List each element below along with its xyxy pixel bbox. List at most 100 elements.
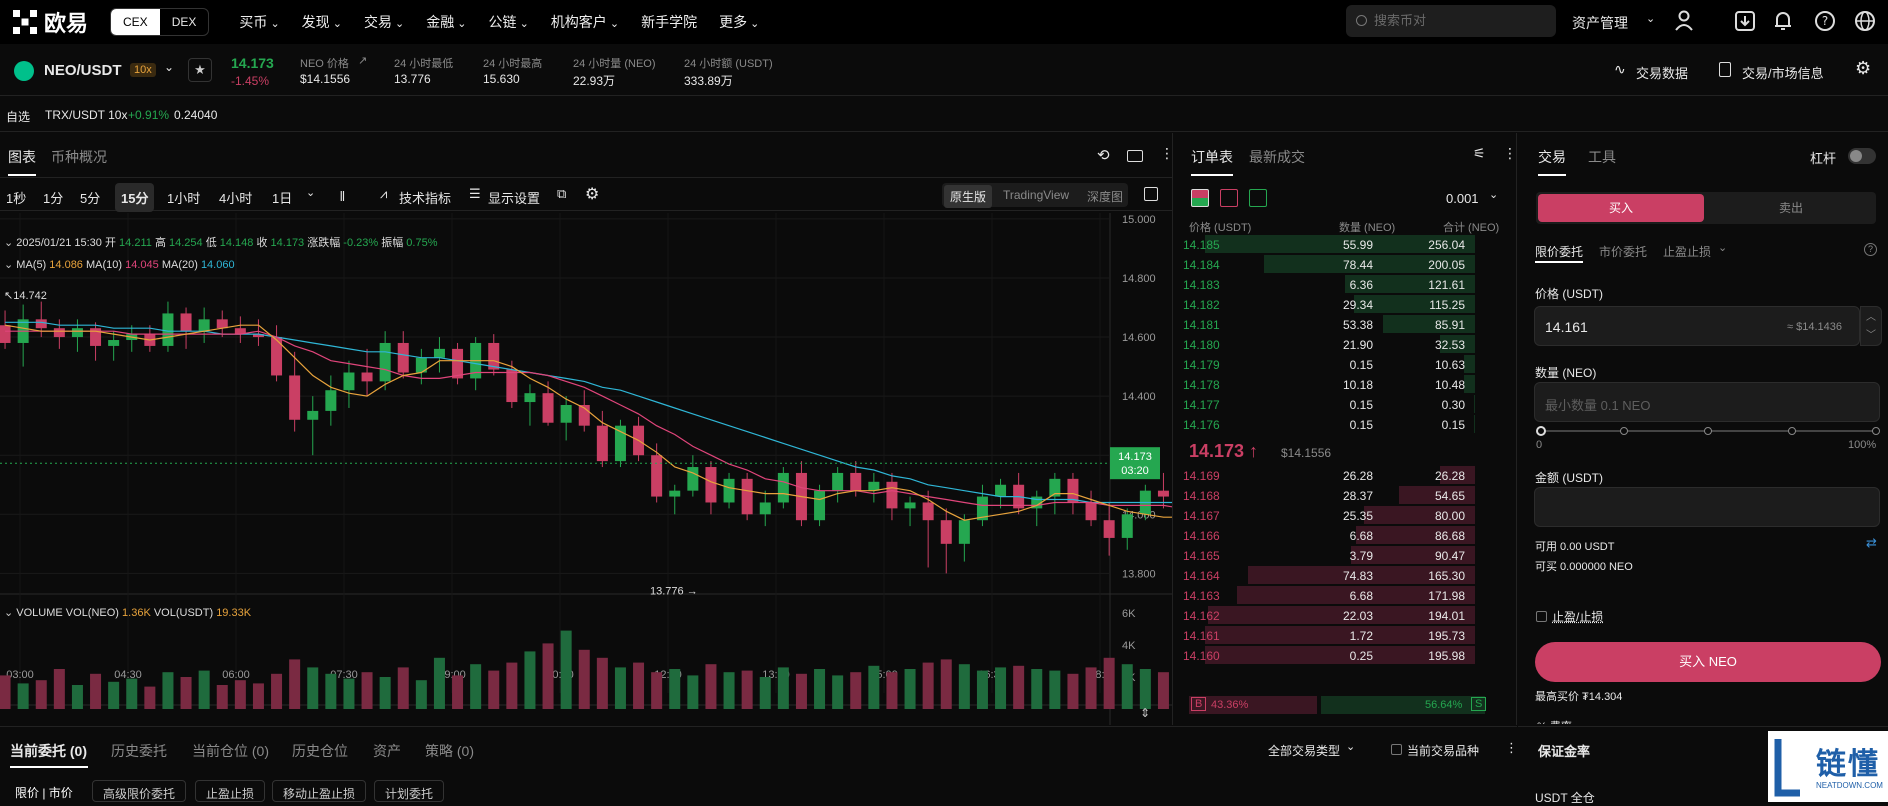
- tab-tools[interactable]: 工具: [1588, 147, 1616, 167]
- download-icon[interactable]: [1734, 10, 1756, 35]
- price-step-select[interactable]: 0.001: [1446, 191, 1479, 206]
- bid-row[interactable]: 14.167 25.35 80.00: [1173, 505, 1503, 525]
- fee-rate-link[interactable]: % 费率: [1537, 718, 1572, 724]
- favorites-label[interactable]: 自选: [6, 108, 30, 125]
- alert-icon[interactable]: ⟲: [1097, 146, 1110, 164]
- ask-row[interactable]: 14.184 78.44 200.05: [1173, 254, 1503, 274]
- menu-institutional[interactable]: 机构客户: [551, 12, 619, 32]
- market-info-link[interactable]: 交易/市场信息: [1742, 63, 1824, 82]
- tab-order-book[interactable]: 订单表: [1191, 147, 1233, 167]
- tab-trade[interactable]: 交易: [1538, 147, 1566, 167]
- menu-chain[interactable]: 公链: [489, 12, 529, 32]
- orders-tab-strategy[interactable]: 策略 (0): [425, 741, 474, 761]
- price-down-icon[interactable]: ﹀: [1866, 326, 1876, 341]
- display-settings-button[interactable]: 显示设置: [488, 188, 540, 207]
- ask-row[interactable]: 14.177 0.15 0.30: [1173, 394, 1503, 414]
- leverage-toggle[interactable]: [1848, 148, 1876, 164]
- layout-icon[interactable]: [1127, 150, 1143, 162]
- menu-trade[interactable]: 交易: [364, 12, 404, 32]
- fav-pair[interactable]: TRX/USDT 10x: [45, 108, 127, 122]
- asset-menu[interactable]: 资产管理: [1572, 13, 1628, 33]
- sell-tab[interactable]: 卖出: [1708, 194, 1874, 222]
- interval-1h[interactable]: 1小时: [167, 188, 200, 207]
- favorite-star-icon[interactable]: ★: [188, 58, 212, 82]
- bid-row[interactable]: 14.168 28.37 54.65: [1173, 485, 1503, 505]
- price-up-icon[interactable]: ︿: [1866, 308, 1876, 323]
- book-view-asks-icon[interactable]: [1220, 189, 1238, 207]
- ask-row[interactable]: 14.183 6.36 121.61: [1173, 274, 1503, 294]
- bid-row[interactable]: 14.161 1.72 195.73: [1173, 625, 1503, 645]
- slider-stop-75[interactable]: [1788, 427, 1796, 435]
- ask-row[interactable]: 14.182 29.34 115.25: [1173, 294, 1503, 314]
- cex-tab[interactable]: CEX: [111, 9, 160, 35]
- book-view-bids-icon[interactable]: [1249, 189, 1267, 207]
- interval-5m[interactable]: 5分: [80, 188, 100, 207]
- subtab-limit-market[interactable]: 限价 | 市价: [5, 780, 83, 802]
- interval-4h[interactable]: 4小时: [219, 188, 252, 207]
- orders-tab-positions[interactable]: 当前仓位 (0): [192, 741, 269, 761]
- orders-more-icon[interactable]: ⋮: [1505, 740, 1518, 756]
- pair-chevron-icon[interactable]: ⌄: [164, 60, 174, 74]
- tab-coin-overview[interactable]: 币种概况: [51, 147, 107, 167]
- submit-buy-button[interactable]: 买入 NEO: [1535, 642, 1881, 682]
- bid-row[interactable]: 14.165 3.79 90.47: [1173, 545, 1503, 565]
- order-type-filter[interactable]: 全部交易类型: [1268, 742, 1340, 759]
- transfer-icon[interactable]: ⇄: [1866, 535, 1877, 551]
- subtab-trigger[interactable]: 计划委托: [374, 780, 444, 802]
- candlestick-chart[interactable]: 15.00014.80014.60014.40014.20014.00013.8…: [0, 213, 1172, 725]
- subtab-advanced-limit[interactable]: 高级限价委托: [92, 780, 186, 802]
- settings-gear-icon[interactable]: ⚙: [1855, 58, 1871, 79]
- menu-finance[interactable]: 金融: [426, 12, 466, 32]
- bid-row[interactable]: 14.169 26.28 26.28: [1173, 465, 1503, 485]
- language-globe-icon[interactable]: [1854, 10, 1876, 35]
- qty-input[interactable]: 最小数量 0.1 NEO: [1534, 382, 1880, 422]
- slider-stop-50[interactable]: [1704, 427, 1712, 435]
- menu-discover[interactable]: 发现: [302, 12, 342, 32]
- bid-row[interactable]: 14.160 0.25 195.98: [1173, 645, 1503, 665]
- tpsl-label[interactable]: 止盈/止损: [1552, 608, 1603, 625]
- bid-row[interactable]: 14.166 6.68 86.68: [1173, 525, 1503, 545]
- order-type-tpsl[interactable]: 止盈止损: [1663, 243, 1711, 260]
- tab-chart[interactable]: 图表: [8, 147, 36, 167]
- candle-type-icon[interactable]: 𝍪: [340, 186, 345, 210]
- ask-row[interactable]: 14.178 10.18 10.48: [1173, 374, 1503, 394]
- orders-tab-position-history[interactable]: 历史仓位: [292, 741, 348, 761]
- view-tradingview[interactable]: TradingView: [1003, 188, 1069, 202]
- ask-row[interactable]: 14.180 21.90 32.53: [1173, 334, 1503, 354]
- orders-tab-history[interactable]: 历史委托: [111, 741, 167, 761]
- only-current-label[interactable]: 当前交易品种: [1407, 742, 1479, 759]
- fullscreen-icon[interactable]: [1144, 187, 1158, 201]
- buy-tab[interactable]: 买入: [1538, 194, 1704, 222]
- view-depth[interactable]: 深度图: [1087, 188, 1123, 205]
- slider-stop-100[interactable]: [1872, 427, 1880, 435]
- interval-1s[interactable]: 1秒: [6, 188, 26, 207]
- interval-1m[interactable]: 1分: [43, 188, 63, 207]
- bid-row[interactable]: 14.163 6.68 171.98: [1173, 585, 1503, 605]
- chart-settings-icon[interactable]: ⚙: [585, 184, 599, 204]
- pair-symbol[interactable]: NEO/USDT: [44, 62, 122, 79]
- menu-buy-crypto[interactable]: 买币: [239, 12, 279, 32]
- orders-tab-open[interactable]: 当前委托 (0): [10, 741, 87, 761]
- book-view-both-icon[interactable]: [1191, 189, 1209, 207]
- bell-icon[interactable]: [1773, 10, 1793, 35]
- indicators-button[interactable]: 技术指标: [399, 188, 451, 207]
- slider-stop-0[interactable]: [1536, 426, 1546, 436]
- menu-academy[interactable]: 新手学院: [641, 12, 697, 32]
- interval-15m[interactable]: 15分: [115, 183, 154, 212]
- qty-slider[interactable]: [1540, 430, 1876, 432]
- dex-tab[interactable]: DEX: [160, 9, 209, 35]
- help-icon[interactable]: ?: [1814, 10, 1836, 35]
- menu-more[interactable]: 更多: [719, 12, 759, 32]
- book-settings-icon[interactable]: ⚟: [1473, 145, 1486, 162]
- amount-input[interactable]: [1534, 487, 1880, 527]
- bid-row[interactable]: 14.164 74.83 165.30: [1173, 565, 1503, 585]
- ask-row[interactable]: 14.185 55.99 256.04: [1173, 234, 1503, 254]
- order-type-chevron-icon[interactable]: ⌄: [1718, 241, 1727, 254]
- subtab-trailing[interactable]: 移动止盈止损: [272, 780, 366, 802]
- bid-row[interactable]: 14.162 22.03 194.01: [1173, 605, 1503, 625]
- subtab-tpsl[interactable]: 止盈止损: [195, 780, 265, 802]
- external-link-icon[interactable]: ↗: [358, 54, 367, 67]
- order-type-limit[interactable]: 限价委托: [1535, 243, 1583, 260]
- screenshot-icon[interactable]: ⧉: [557, 186, 566, 202]
- trade-data-link[interactable]: 交易数据: [1636, 63, 1688, 82]
